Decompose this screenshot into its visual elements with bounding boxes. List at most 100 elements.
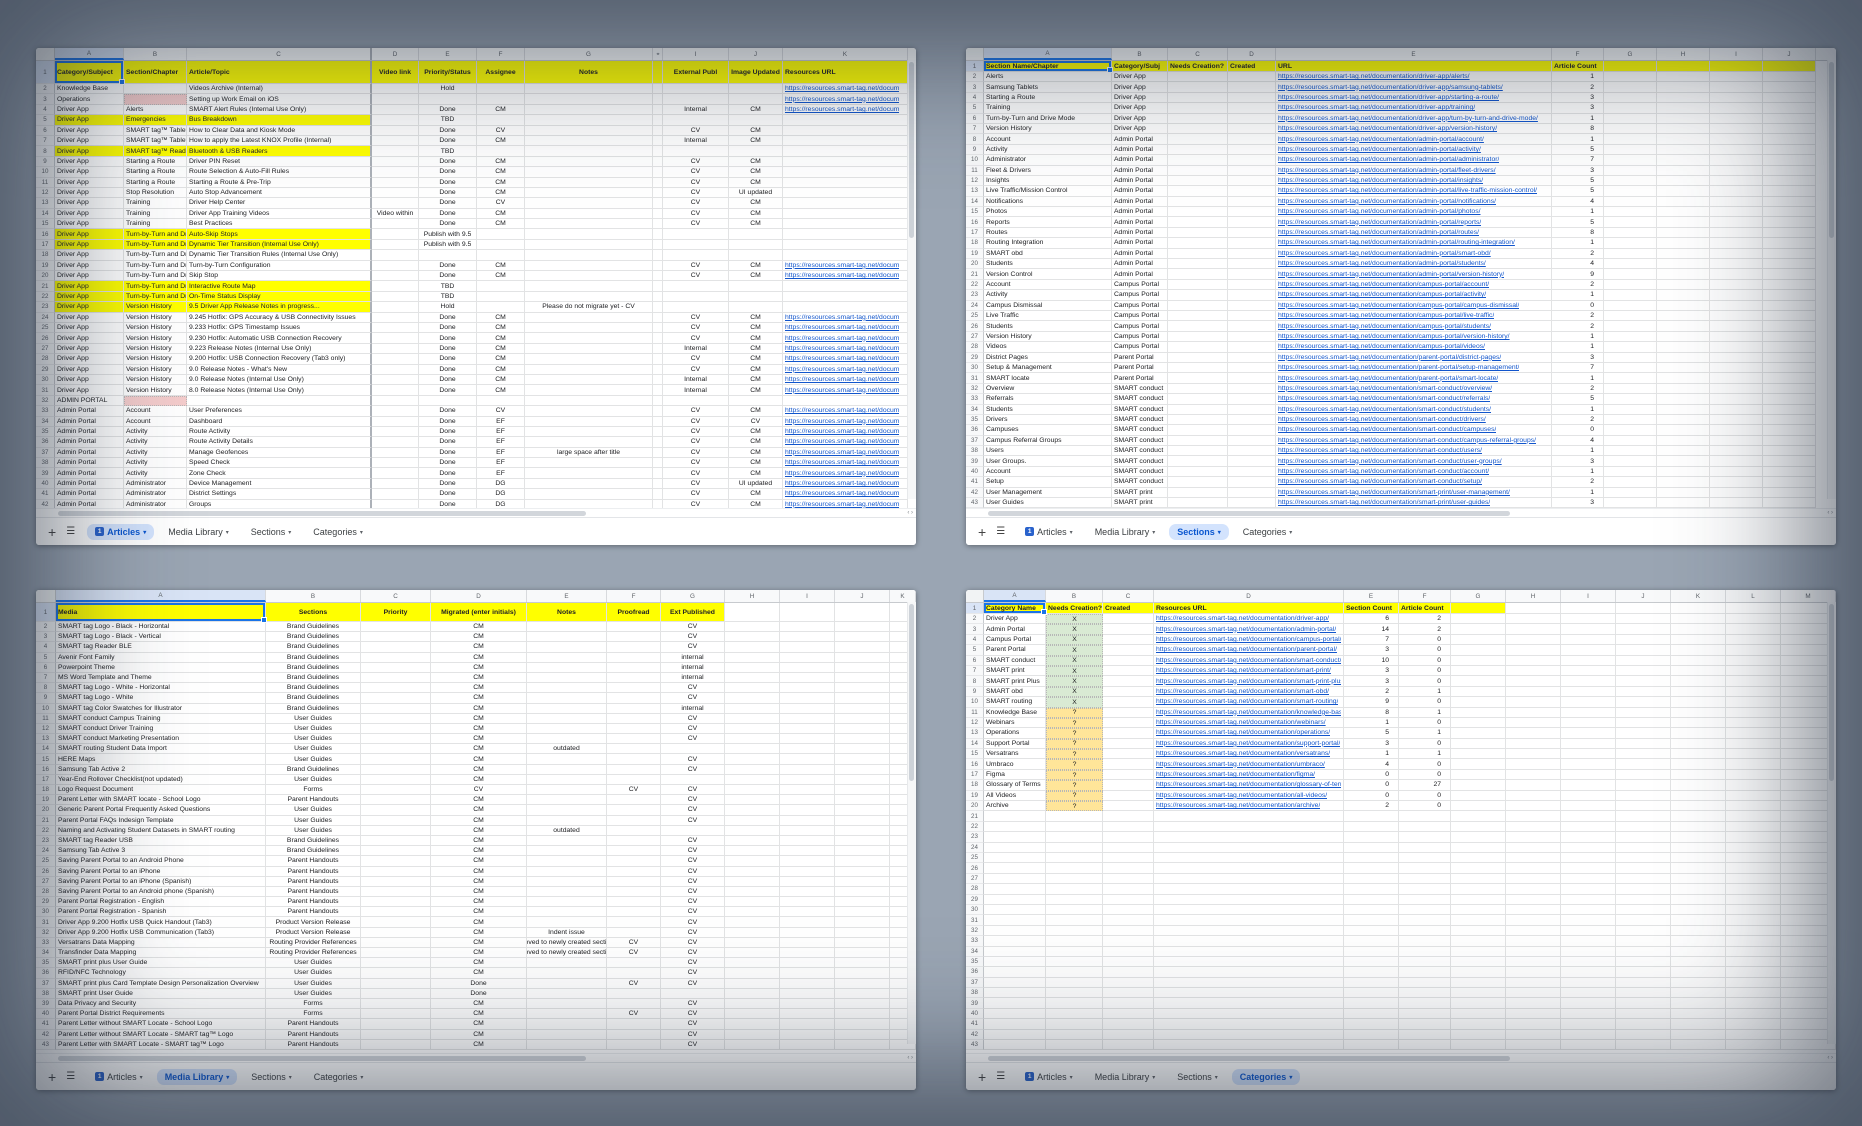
cell[interactable]	[1616, 717, 1671, 729]
cell[interactable]	[1616, 936, 1671, 947]
cell[interactable]: User Guides	[266, 734, 361, 745]
cell[interactable]	[1399, 1029, 1451, 1041]
cell[interactable]: DG	[477, 478, 525, 490]
cell[interactable]: Emergencies	[124, 115, 187, 126]
cell[interactable]: CV	[661, 835, 725, 847]
cell[interactable]	[361, 744, 431, 755]
cell[interactable]	[1604, 456, 1657, 467]
cell[interactable]	[725, 825, 780, 836]
cell[interactable]: Students	[984, 404, 1112, 415]
cell[interactable]	[1168, 217, 1228, 228]
cell[interactable]	[1506, 769, 1561, 781]
cell[interactable]	[725, 734, 780, 745]
cell[interactable]	[1616, 790, 1671, 802]
cell[interactable]	[1103, 884, 1154, 895]
cell[interactable]: Notifications	[984, 196, 1112, 208]
row-number[interactable]: 8	[36, 146, 55, 157]
row-number[interactable]: 25	[966, 310, 984, 322]
cell[interactable]: Saving Parent Portal to an iPhone (Spani…	[56, 876, 266, 887]
cell[interactable]	[835, 958, 890, 969]
cell[interactable]	[1399, 977, 1451, 989]
cell[interactable]: CM	[431, 835, 527, 847]
row-number[interactable]: 33	[966, 936, 984, 947]
cell[interactable]: Routes	[984, 227, 1112, 239]
cell[interactable]	[1344, 904, 1399, 916]
cell[interactable]	[780, 897, 835, 908]
cell[interactable]	[725, 805, 780, 816]
cell[interactable]	[1604, 321, 1657, 332]
all-sheets-menu-icon[interactable]: ☰	[996, 525, 1006, 537]
cell[interactable]	[527, 815, 607, 826]
cell[interactable]	[124, 94, 187, 105]
cell[interactable]	[783, 167, 908, 178]
cell[interactable]	[1451, 1029, 1506, 1041]
cell[interactable]	[780, 1009, 835, 1020]
cell[interactable]: Admin Portal	[1112, 196, 1168, 208]
cell[interactable]: 0	[1344, 769, 1399, 781]
header-cell[interactable]	[1616, 603, 1671, 614]
cell[interactable]: 0	[1552, 425, 1604, 436]
cell[interactable]	[1671, 894, 1726, 905]
column-letter[interactable]: D	[372, 48, 419, 60]
cell[interactable]	[1154, 915, 1344, 926]
cell[interactable]: https://resources.smart-tag.net/document…	[1276, 196, 1552, 208]
cell[interactable]: Done	[419, 406, 477, 417]
cell[interactable]	[1046, 894, 1103, 905]
cell[interactable]: Figma	[984, 769, 1046, 781]
cell[interactable]: Campus Portal	[984, 634, 1046, 646]
cell[interactable]	[1506, 717, 1561, 729]
cell[interactable]	[653, 239, 663, 251]
cell[interactable]: Live Traffic/Mission Control	[984, 186, 1112, 197]
cell[interactable]: https://resources.smart-tag.net/document…	[1276, 269, 1552, 280]
row-number[interactable]: 17	[36, 239, 55, 251]
cell[interactable]	[780, 886, 835, 898]
cell[interactable]	[1228, 155, 1276, 166]
cell[interactable]	[1657, 300, 1710, 311]
cell[interactable]	[1604, 186, 1657, 197]
row-number[interactable]: 23	[966, 832, 984, 843]
cell[interactable]	[835, 856, 890, 867]
cell[interactable]: CM	[729, 271, 783, 282]
cell[interactable]: CV	[661, 795, 725, 806]
cell[interactable]	[1657, 321, 1710, 332]
cell[interactable]	[1726, 749, 1781, 760]
cell[interactable]	[1616, 728, 1671, 739]
cell[interactable]	[361, 632, 431, 643]
cell[interactable]: SMART tag Logo - White - Horizontal	[56, 683, 266, 694]
cell[interactable]: https://resources.smart-tag.net/docum	[783, 478, 908, 490]
row-number[interactable]: 3	[36, 632, 56, 643]
cell[interactable]: RFID/NFC Technology	[56, 968, 266, 979]
cell[interactable]	[1604, 92, 1657, 104]
cell[interactable]: CV	[663, 489, 729, 500]
cell[interactable]: https://resources.smart-tag.net/document…	[1154, 790, 1344, 802]
cell[interactable]: 0	[1344, 780, 1399, 791]
cell[interactable]	[1344, 873, 1399, 885]
cell[interactable]: CM	[477, 333, 525, 344]
cell[interactable]	[1726, 1040, 1781, 1051]
cell[interactable]: https://resources.smart-tag.net/document…	[1276, 331, 1552, 343]
cell[interactable]: SMART Alert Rules (Internal Use Only)	[187, 104, 372, 116]
cell[interactable]	[1228, 487, 1276, 499]
cell[interactable]: https://resources.smart-tag.net/document…	[1276, 113, 1552, 124]
cell[interactable]: CM	[431, 968, 527, 979]
cell[interactable]: Admin Portal	[1112, 165, 1168, 176]
cell[interactable]	[1671, 728, 1726, 739]
cell[interactable]	[1616, 1008, 1671, 1020]
cell[interactable]: UI updated	[729, 187, 783, 199]
cell[interactable]	[835, 774, 890, 785]
cell[interactable]: Done	[419, 437, 477, 448]
cell[interactable]	[1228, 227, 1276, 239]
cell[interactable]	[1451, 697, 1506, 708]
cell[interactable]	[1710, 456, 1763, 467]
cell[interactable]	[663, 291, 729, 303]
cell[interactable]: https://resources.smart-tag.net/document…	[1276, 477, 1552, 488]
cell-link[interactable]: https://resources.smart-tag.net/docum	[785, 261, 900, 269]
cell[interactable]: 14	[1344, 624, 1399, 635]
cell[interactable]: https://resources.smart-tag.net/document…	[1276, 466, 1552, 478]
cell[interactable]: CM	[477, 219, 525, 230]
cell[interactable]: 1	[1552, 207, 1604, 218]
cell[interactable]: 0	[1399, 665, 1451, 677]
cell[interactable]: Parent Letter without SMART Locate - Sch…	[56, 1019, 266, 1030]
cell[interactable]	[527, 917, 607, 928]
cell[interactable]	[1168, 259, 1228, 270]
